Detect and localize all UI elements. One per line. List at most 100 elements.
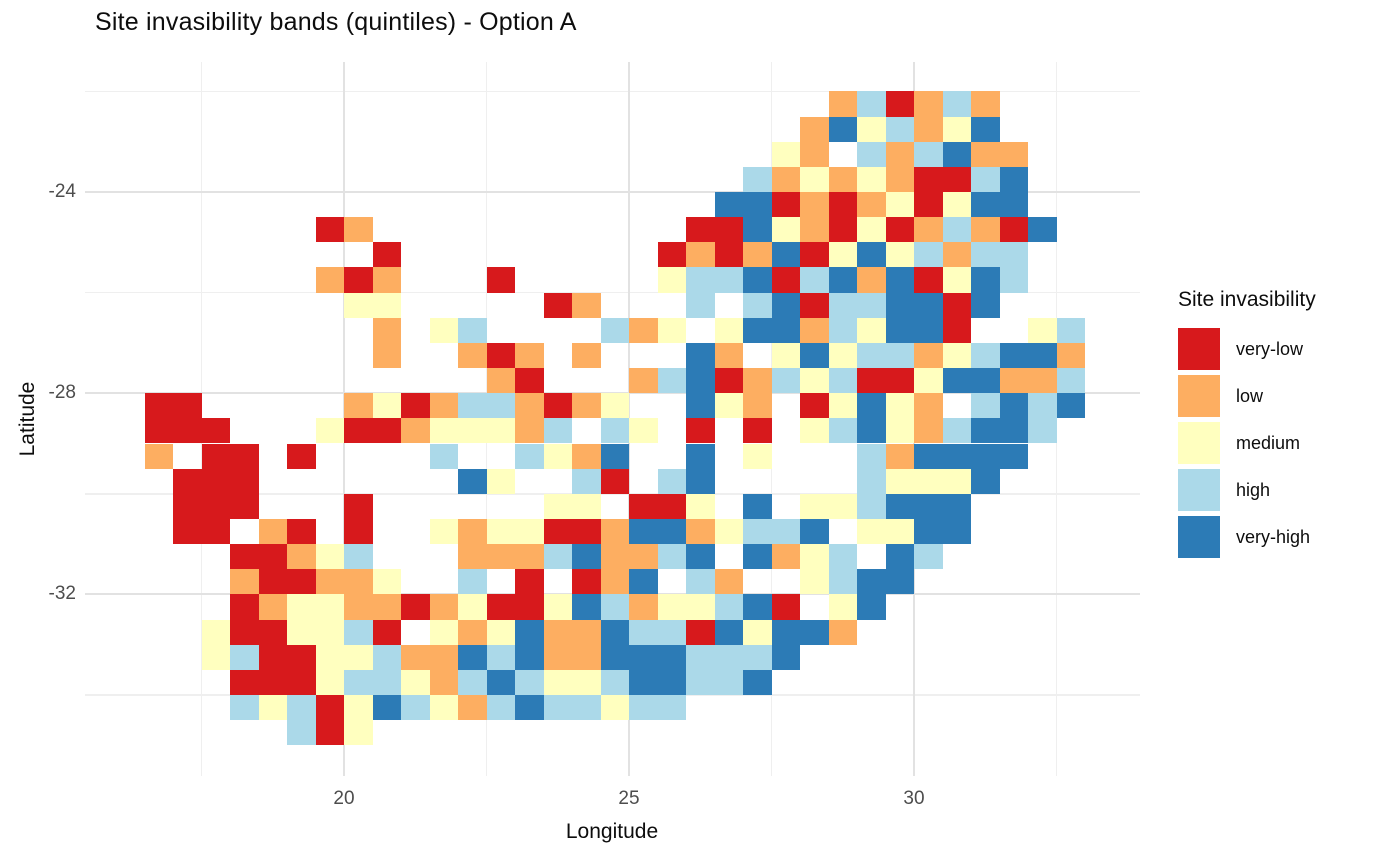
map-tile <box>885 569 914 595</box>
map-tile <box>629 493 658 519</box>
map-tile <box>971 468 1000 494</box>
map-tile <box>914 292 943 318</box>
map-tile <box>914 468 943 494</box>
map-tile <box>942 141 971 167</box>
map-tile <box>914 217 943 243</box>
map-tile <box>372 695 401 721</box>
map-tile <box>857 518 886 545</box>
map-tile <box>543 518 572 545</box>
map-tile <box>743 418 772 444</box>
map-tile <box>429 669 458 695</box>
map-tile <box>515 418 544 444</box>
map-tile <box>771 192 800 218</box>
map-tile <box>800 393 829 419</box>
map-tile <box>230 644 259 670</box>
map-tile <box>515 544 544 570</box>
map-tile <box>486 267 515 293</box>
map-tile <box>230 569 259 595</box>
map-tile <box>287 644 316 670</box>
map-tile <box>885 544 914 570</box>
map-tile <box>344 720 373 746</box>
map-tile <box>686 468 715 494</box>
map-tile <box>315 720 344 746</box>
map-tile <box>686 267 715 293</box>
y-tick-label: -32 <box>48 583 76 605</box>
map-tile <box>714 393 743 419</box>
map-tile <box>857 443 886 469</box>
map-tile <box>543 544 572 570</box>
map-tile <box>771 141 800 167</box>
map-tile <box>629 518 658 545</box>
map-tile <box>828 91 857 117</box>
map-tile <box>486 393 515 419</box>
map-tile <box>800 342 829 369</box>
map-tile <box>458 669 487 695</box>
map-tile <box>686 292 715 318</box>
map-tile <box>828 292 857 318</box>
map-tile <box>230 695 259 721</box>
map-tile <box>999 393 1028 419</box>
map-tile <box>515 518 544 545</box>
map-tile <box>714 217 743 243</box>
map-tile <box>686 368 715 394</box>
map-tile <box>971 292 1000 318</box>
map-tile <box>885 217 914 243</box>
map-tile <box>885 242 914 268</box>
map-tile <box>572 468 601 494</box>
legend-key-swatch <box>1178 375 1220 417</box>
map-tile <box>572 644 601 670</box>
map-tile <box>971 418 1000 444</box>
map-tile <box>515 644 544 670</box>
map-tile <box>800 192 829 218</box>
map-tile <box>743 192 772 218</box>
map-tile <box>971 368 1000 394</box>
legend-item: high <box>1178 469 1393 511</box>
map-tile <box>942 267 971 293</box>
map-tile <box>942 217 971 243</box>
map-tile <box>629 317 658 343</box>
legend-item-label: very-low <box>1236 338 1304 359</box>
map-tile <box>600 393 629 419</box>
map-tile <box>315 217 344 243</box>
map-tile <box>429 317 458 343</box>
map-tile <box>600 544 629 570</box>
map-tile <box>686 493 715 519</box>
map-tile <box>600 418 629 444</box>
map-tile <box>714 342 743 369</box>
map-tile <box>914 242 943 268</box>
map-tile <box>458 619 487 645</box>
map-tile <box>885 166 914 192</box>
x-gridline-minor <box>1055 62 1058 776</box>
map-tile <box>543 418 572 444</box>
map-tile <box>344 518 373 545</box>
map-tile <box>1056 368 1085 394</box>
map-tile <box>486 368 515 394</box>
map-tile <box>828 368 857 394</box>
map-tile <box>657 644 686 670</box>
map-tile <box>458 544 487 570</box>
map-tile <box>287 669 316 695</box>
map-tile <box>657 317 686 343</box>
map-tile <box>230 594 259 620</box>
map-tile <box>885 443 914 469</box>
map-tile <box>258 669 287 695</box>
map-tile <box>344 217 373 243</box>
map-tile <box>315 267 344 293</box>
map-tile <box>999 368 1028 394</box>
map-tile <box>372 292 401 318</box>
map-tile <box>828 569 857 595</box>
map-tile <box>942 91 971 117</box>
map-tile <box>657 368 686 394</box>
map-tile <box>515 393 544 419</box>
map-tile <box>287 720 316 746</box>
map-tile <box>543 443 572 469</box>
map-tile <box>258 619 287 645</box>
map-tile <box>800 116 829 142</box>
map-tile <box>372 418 401 444</box>
map-tile <box>372 393 401 419</box>
map-tile <box>572 342 601 369</box>
map-tile <box>942 192 971 218</box>
legend-items: very-low low medium high very-high <box>1178 328 1393 558</box>
map-tile <box>372 242 401 268</box>
